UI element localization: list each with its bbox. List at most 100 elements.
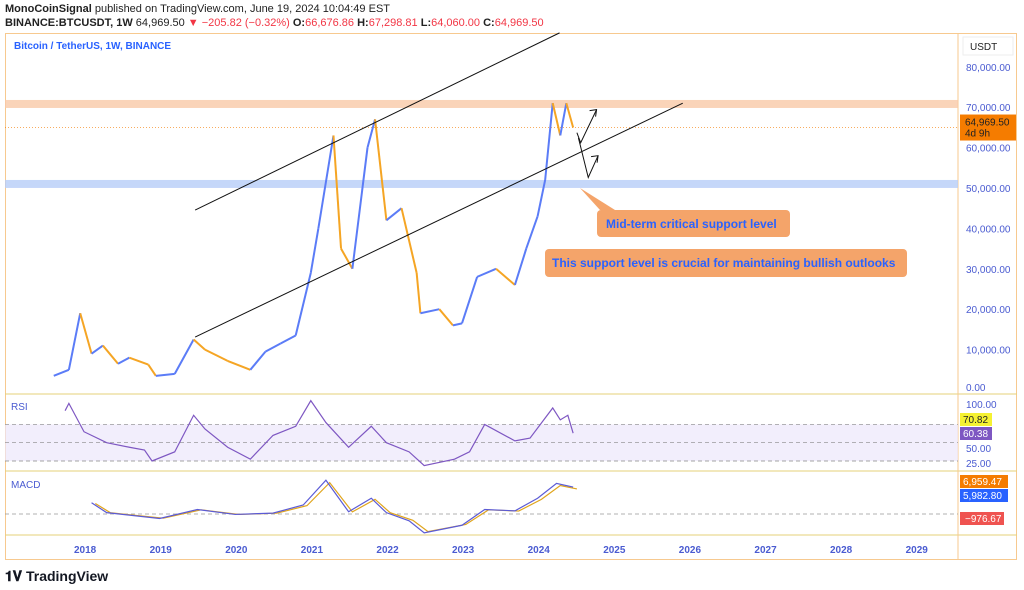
price-segment bbox=[264, 342, 282, 353]
rsi-label: RSI bbox=[11, 402, 28, 413]
x-tick-label: 2029 bbox=[906, 545, 929, 556]
price-segment bbox=[227, 359, 251, 371]
price-segment bbox=[495, 268, 516, 286]
price-segment bbox=[513, 248, 528, 286]
macd-value: 5,982.80 bbox=[963, 491, 1002, 502]
o-label: O: bbox=[292, 17, 306, 29]
last-price-tag bbox=[960, 114, 1016, 141]
last-price: 64,969.50 bbox=[135, 17, 185, 29]
rsi-line bbox=[64, 399, 574, 467]
rsi-value-tag bbox=[960, 427, 992, 440]
arrow-head bbox=[589, 109, 598, 117]
price-segment bbox=[400, 207, 418, 274]
y-tick-label: 40,000.00 bbox=[966, 224, 1011, 235]
x-tick-label: 2023 bbox=[452, 545, 475, 556]
price-segment bbox=[147, 363, 157, 377]
price-segment bbox=[438, 308, 454, 327]
x-tick-label: 2020 bbox=[225, 545, 248, 556]
price-segment bbox=[117, 356, 130, 365]
price-segment bbox=[351, 147, 369, 269]
price-segment bbox=[420, 308, 440, 315]
rsi-tick: 50.00 bbox=[966, 444, 991, 455]
y-tick-label: 10,000.00 bbox=[966, 346, 1011, 357]
macd-hist-value: −976.67 bbox=[965, 514, 1002, 525]
close: 64,969.50 bbox=[494, 17, 544, 29]
projection-arrow bbox=[577, 137, 599, 180]
price-segment bbox=[452, 322, 463, 327]
annotation-text: Mid-term critical support level bbox=[606, 217, 777, 231]
x-tick-label: 2026 bbox=[679, 545, 702, 556]
published-text: published on TradingView.com, June 19, 2… bbox=[94, 3, 390, 15]
price-segment bbox=[525, 215, 539, 249]
callout-box bbox=[545, 249, 907, 277]
price-segment bbox=[332, 135, 343, 249]
chart-frame bbox=[5, 33, 1017, 560]
high: 67,298.81 bbox=[368, 17, 418, 29]
logo-text: TradingView bbox=[25, 568, 109, 584]
x-tick-label: 2022 bbox=[376, 545, 399, 556]
price-segment bbox=[415, 272, 422, 314]
x-tick-label: 2025 bbox=[603, 545, 626, 556]
rsi-tick: 25.00 bbox=[966, 459, 991, 470]
publish-info: MonoCoinSignal published on TradingView.… bbox=[5, 3, 390, 15]
symbol: BINANCE:BTCUSDT, 1W bbox=[5, 17, 133, 29]
x-tick-label: 2027 bbox=[754, 545, 777, 556]
macd-signal-line bbox=[95, 481, 578, 533]
price-segment bbox=[385, 207, 403, 222]
price-segment bbox=[249, 350, 267, 371]
price-segment bbox=[192, 338, 206, 351]
currency-label: USDT bbox=[970, 42, 997, 53]
price-segment bbox=[565, 102, 575, 128]
price-segment bbox=[204, 348, 229, 362]
price-segment bbox=[102, 344, 119, 365]
tradingview-logo: 𝟏𝐕 TradingView bbox=[5, 568, 108, 585]
price-segment bbox=[90, 344, 104, 355]
price-segment bbox=[366, 119, 377, 148]
macd-signal-value: 6,959.47 bbox=[963, 477, 1002, 488]
trendline bbox=[194, 32, 560, 211]
y-tick-label: 20,000.00 bbox=[966, 305, 1011, 316]
h-label: H: bbox=[357, 17, 369, 29]
open: 66,676.86 bbox=[305, 17, 355, 29]
price-segment bbox=[559, 102, 568, 136]
macd-value-tag bbox=[960, 489, 1008, 502]
price-segment bbox=[536, 179, 547, 217]
y-tick-label: 50,000.00 bbox=[966, 184, 1011, 195]
chart-title: Bitcoin / TetherUS, 1W, BINANCE bbox=[14, 41, 171, 52]
horizontal-level bbox=[5, 99, 958, 108]
price-segment bbox=[280, 334, 297, 345]
price-segment bbox=[340, 248, 354, 270]
projection-arrow bbox=[576, 109, 598, 145]
price-segment bbox=[461, 276, 479, 324]
x-tick-label: 2024 bbox=[528, 545, 551, 556]
price-segment bbox=[476, 267, 497, 278]
last-price-value: 64,969.50 bbox=[965, 118, 1010, 129]
rsi-ma-tag bbox=[960, 413, 992, 426]
l-label: L: bbox=[420, 17, 432, 29]
x-tick-label: 2019 bbox=[150, 545, 173, 556]
ohlc-bar: BINANCE:BTCUSDT, 1W 64,969.50 ▼ −205.82 … bbox=[5, 17, 544, 29]
rsi-ma-value: 70.82 bbox=[963, 415, 988, 426]
callout-pointer bbox=[580, 188, 615, 210]
arrow-head bbox=[591, 155, 599, 163]
y-tick-label: 30,000.00 bbox=[966, 265, 1011, 276]
price-segment bbox=[67, 313, 82, 370]
tv-logo-icon: 𝟏𝐕 bbox=[5, 568, 26, 584]
price-segment bbox=[544, 103, 554, 181]
y-tick-label: 70,000.00 bbox=[966, 103, 1011, 114]
currency-box bbox=[962, 36, 1014, 56]
x-tick-label: 2021 bbox=[301, 545, 324, 556]
price-segment bbox=[79, 312, 93, 354]
annotation-text: This support level is crucial for mainta… bbox=[552, 256, 896, 270]
price-segment bbox=[317, 135, 335, 229]
horizontal-level bbox=[5, 179, 958, 188]
y-tick-label: 0.00 bbox=[966, 383, 986, 394]
author[interactable]: MonoCoinSignal bbox=[5, 3, 92, 15]
y-tick-label: 60,000.00 bbox=[966, 144, 1011, 155]
y-tick-label: 80,000.00 bbox=[966, 63, 1011, 74]
low: 64,060.00 bbox=[431, 17, 481, 29]
macd-hist-tag bbox=[960, 512, 1004, 525]
x-tick-label: 2028 bbox=[830, 545, 853, 556]
price-segment bbox=[374, 119, 388, 221]
